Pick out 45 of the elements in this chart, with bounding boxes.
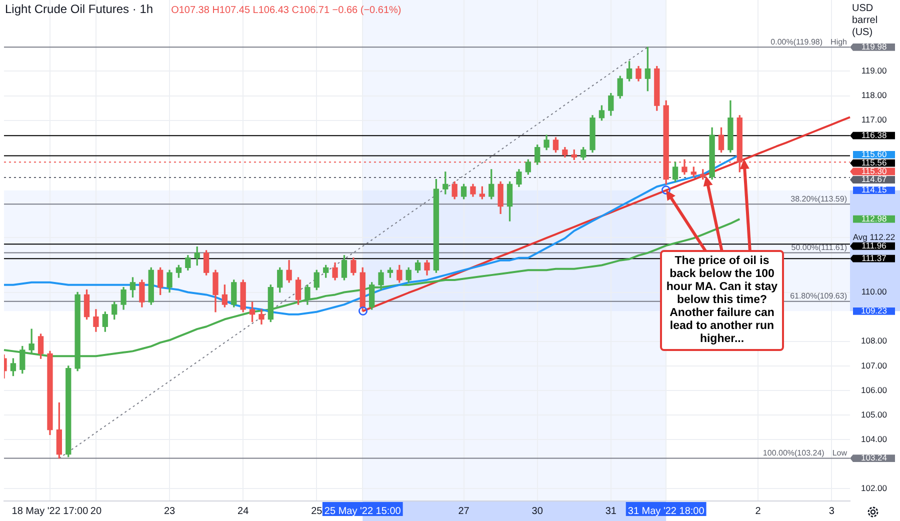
y-tick-label: 119.00: [861, 66, 887, 76]
annotation: 50.00%(111.61): [791, 242, 848, 252]
y-axis-title: USD barrel (US): [852, 3, 878, 38]
chart-title: Light Crude Oil Futures · 1h: [5, 2, 154, 16]
x-tick-label: 31: [605, 506, 617, 517]
annotation: High: [830, 37, 847, 46]
ref-line-label: 115.56: [861, 157, 887, 168]
x-tick-label: 27: [458, 506, 470, 517]
x-tick-label: 30: [532, 506, 544, 517]
x-tick-label: 24: [238, 506, 250, 517]
legend-label: 115.30: [861, 166, 887, 176]
annotation: The price of oil is back below the 100 hour MA. Can it stay below this time? Another failure can lead to another run higher...: [660, 250, 784, 351]
y-tick-label: 115.60: [861, 149, 887, 160]
x-tick-label: 23: [164, 506, 176, 517]
y-tick-label: 102.00: [861, 483, 888, 494]
x-tick-label: 25 May '22 15:00: [324, 506, 402, 517]
y-tick-label: 105.00: [861, 409, 888, 420]
x-tick-label: 25: [311, 506, 323, 517]
ref-line-label: 114.67: [861, 174, 887, 184]
y-tick-label: 106.00: [861, 384, 888, 395]
y-tick-label: 110.00: [861, 286, 887, 297]
y-tick-label: 117.00: [861, 114, 887, 125]
annotation: 0.00%(119.98): [770, 37, 823, 46]
ref-line-label: 111.37: [862, 252, 887, 263]
annotation: 38.20%(113.59): [790, 194, 848, 204]
x-tick-label: 18 May '22 17:00: [12, 506, 89, 517]
ref-line-label: 119.98: [861, 41, 887, 52]
x-tick-label: 20: [90, 506, 102, 517]
y-tick-label: 114.15: [861, 184, 887, 195]
y-tick-label: 112.98: [861, 213, 887, 224]
text: O107.38 H107.45 L106.43 C106.71 −0.66 (−0.61%): [171, 5, 402, 16]
annotation: 61.80%(109.63): [790, 292, 848, 301]
x-tick-label: 3: [828, 506, 835, 517]
x-tick-label: 31 May '22 18:00: [628, 506, 705, 517]
ref-line-label: 116.38: [861, 130, 887, 140]
x-tick-label: 2: [755, 506, 762, 517]
y-tick-label: Avg 112.22: [852, 232, 896, 242]
y-tick-label: 118.00: [861, 90, 887, 100]
y-tick-label: 108.00: [861, 336, 888, 346]
ref-line-label: 103.24: [861, 452, 888, 463]
y-tick-label: 104.00: [861, 434, 888, 444]
y-tick-label: 107.00: [861, 360, 888, 370]
annotation: Low: [832, 448, 848, 458]
y-tick-label: 109.23: [861, 306, 888, 316]
annotation: 100.00%(103.24): [762, 448, 825, 458]
